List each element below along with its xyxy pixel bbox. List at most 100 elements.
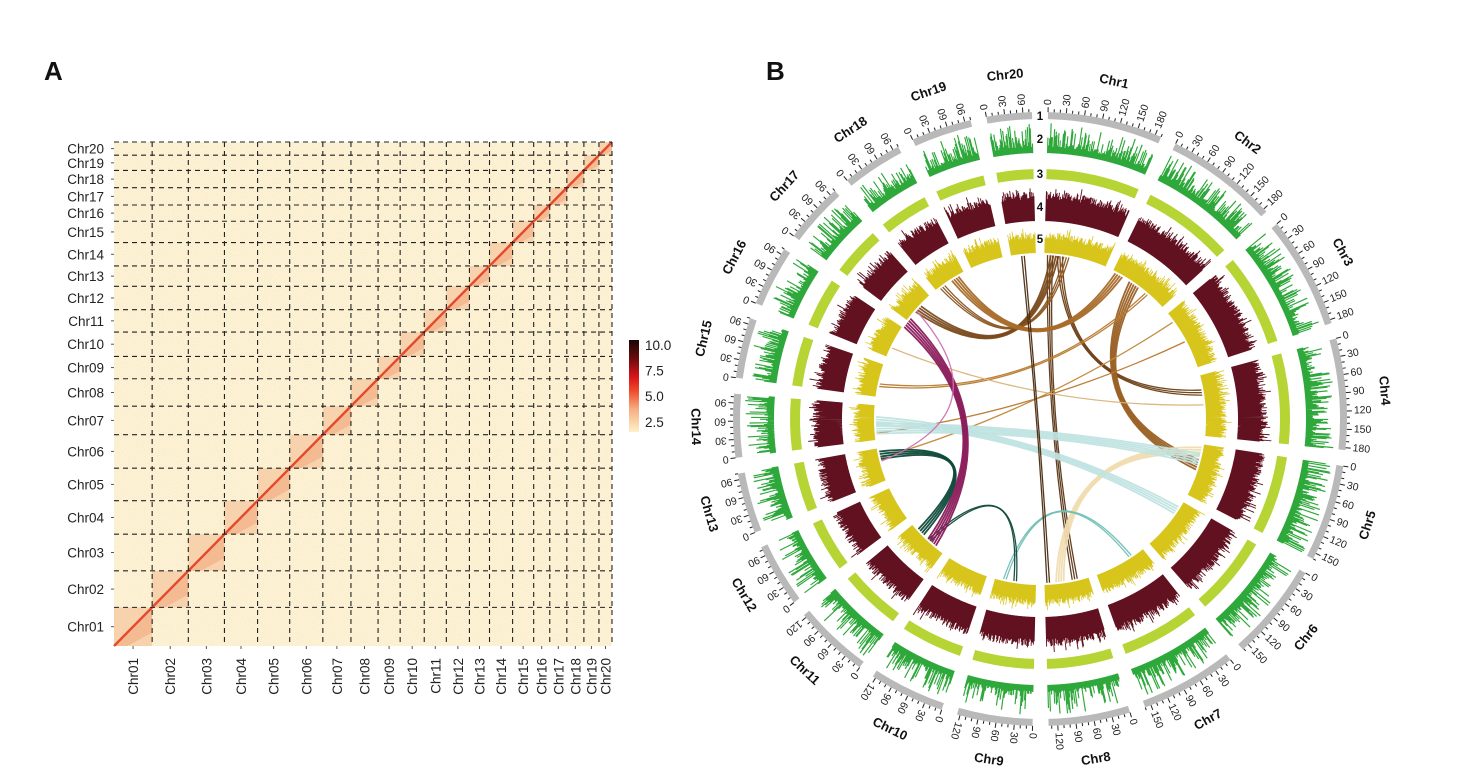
track-number-label: 5 — [1037, 234, 1044, 246]
track4-histogram-Chr15 — [809, 344, 854, 393]
ideogram-Chr17 — [793, 190, 840, 241]
heatmap-x-labels: Chr01 Chr02 Chr03 Chr04 Chr05 Chr06 Chr07 Chr08… — [126, 646, 613, 695]
synteny-link — [1021, 255, 1048, 583]
ideogram-tick-label: 0 — [741, 530, 751, 543]
x-tick-label: Chr11 — [428, 658, 443, 694]
ideogram-tick-label: 90 — [954, 102, 969, 116]
ideogram-tick-label: 0 — [779, 224, 791, 237]
ideogram-tick — [741, 503, 746, 505]
track3-band-Chr5 — [1253, 455, 1288, 533]
y-tick-label: Chr10 — [67, 337, 104, 352]
ideogram-tick — [1075, 723, 1078, 729]
chromosome-label: Chr9 — [973, 750, 1005, 769]
x-tick-label: Chr10 — [405, 658, 420, 695]
ideogram-tick — [1230, 659, 1234, 664]
track5-histogram-Chr15 — [852, 357, 884, 397]
synteny-link — [1048, 255, 1076, 580]
ideogram-tick — [864, 162, 868, 166]
ideogram-tick — [1327, 524, 1331, 527]
ideogram-tick — [1341, 477, 1345, 480]
track5-histogram-Chr12 — [868, 488, 907, 532]
ideogram-tick — [934, 707, 937, 711]
ideogram-tick — [872, 677, 876, 683]
ideogram-tick — [734, 479, 740, 482]
synteny-link — [908, 320, 968, 545]
ideogram-tick-label: 30 — [846, 150, 863, 167]
track4-histogram-Chr14 — [808, 400, 844, 448]
track4-histogram-Chr8 — [1045, 608, 1107, 652]
ideogram-tick — [810, 209, 814, 213]
ideogram-tick-label: 0 — [1230, 661, 1243, 673]
chromosome-label: Chr20 — [986, 65, 1024, 84]
ideogram-tick-label: 0 — [834, 167, 847, 179]
y-tick-label: Chr11 — [68, 314, 104, 329]
ideogram-tick-label: 150 — [1354, 423, 1372, 436]
panel-label-b: B — [766, 56, 785, 86]
x-tick-label: Chr13 — [472, 658, 487, 695]
ideogram-tick — [1150, 705, 1154, 711]
ideogram-tick — [917, 700, 920, 704]
ideogram-tick — [1343, 465, 1349, 468]
ideogram-tick-label: 30 — [764, 587, 780, 604]
ideogram-tick-label: 120 — [783, 618, 804, 639]
ideogram-tick — [869, 159, 873, 163]
ideogram-tick — [734, 364, 738, 367]
track4-histogram-Chr11 — [865, 545, 924, 602]
track5-histogram-Chr4 — [1200, 370, 1232, 438]
track-number-label: 2 — [1037, 134, 1043, 146]
chromosome-label: Chr17 — [766, 167, 802, 204]
ideogram-Chr2 — [1172, 143, 1267, 217]
ideogram-tick — [1250, 191, 1255, 197]
ideogram-tick — [1277, 612, 1281, 616]
ideogram-tick — [1108, 116, 1110, 120]
ideogram-tick — [747, 520, 751, 523]
chromosome-label: Chr11 — [787, 652, 824, 688]
ideogram-tick — [1194, 683, 1198, 687]
ideogram-tick — [759, 549, 763, 552]
ideogram-tick-label: 0 — [1026, 733, 1038, 739]
track5-histogram-Chr19 — [963, 237, 1003, 268]
panel-label-a: A — [44, 56, 63, 86]
synteny-link — [879, 292, 1146, 387]
ideogram-tick — [1284, 603, 1290, 608]
ideogram-tick-label: 30 — [1215, 673, 1232, 690]
ideogram-tick — [928, 705, 931, 709]
colorbar-gradient — [629, 340, 639, 432]
ideogram-tick-label: 90 — [728, 313, 743, 328]
chromosome-label: Chr6 — [1291, 621, 1321, 653]
ideogram-tick — [910, 134, 914, 140]
chromosome-label: Chr13 — [697, 494, 722, 534]
ideogram-tick-label: 180 — [1335, 306, 1356, 323]
ideogram-tick-label: 0 — [978, 103, 991, 111]
chromosome-Chr4: 0 30 60 90 120 150 180 — [1200, 329, 1372, 456]
ideogram-tick-label: 90 — [1222, 153, 1239, 170]
ideogram-tick-label: 120 — [1166, 702, 1184, 723]
track2-histogram-Chr13 — [753, 466, 793, 522]
ideogram-tick-label: 60 — [755, 570, 771, 586]
ideogram-tick — [852, 663, 856, 667]
track4-histogram-Chr5 — [1216, 449, 1265, 522]
ideogram-tick-label: 30 — [1346, 480, 1360, 494]
synteny-link — [876, 429, 1199, 463]
ideogram-tick-label: 120 — [1237, 161, 1258, 182]
ideogram-tick — [970, 718, 973, 722]
ideogram-tick — [819, 635, 823, 639]
ideogram-tick — [743, 321, 749, 325]
y-tick-label: Chr13 — [67, 269, 104, 284]
ideogram-tick — [1323, 536, 1329, 540]
hic-heatmap: Chr01 Chr02 Chr03 Chr04 Chr05 Chr06 Chr07 Chr08… — [67, 141, 671, 695]
ideogram-tick-label: 90 — [878, 130, 894, 146]
ideogram-tick — [769, 571, 774, 575]
track4-histogram-Chr19 — [943, 197, 996, 239]
ideogram-tick — [1205, 677, 1208, 681]
ideogram-tick — [1137, 123, 1141, 129]
ideogram-tick — [767, 566, 771, 569]
ideogram-tick — [1144, 707, 1147, 711]
ideogram-tick-label: 90 — [1183, 693, 1199, 709]
ideogram-tick-label: 180 — [1265, 187, 1286, 208]
ideogram-tick — [962, 116, 966, 122]
ideogram-tick — [1305, 572, 1311, 577]
